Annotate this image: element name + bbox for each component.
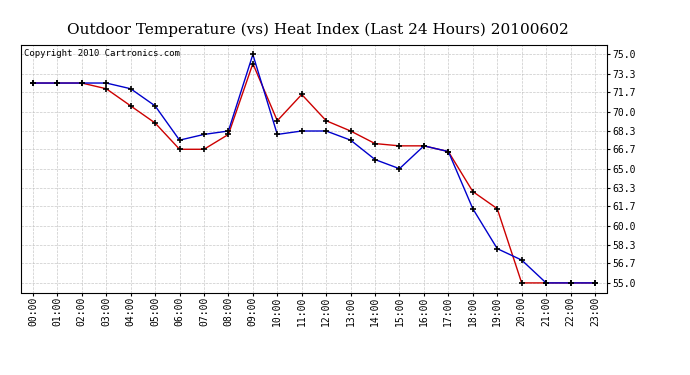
Text: Outdoor Temperature (vs) Heat Index (Last 24 Hours) 20100602: Outdoor Temperature (vs) Heat Index (Las…	[66, 22, 569, 37]
Text: Copyright 2010 Cartronics.com: Copyright 2010 Cartronics.com	[23, 49, 179, 58]
